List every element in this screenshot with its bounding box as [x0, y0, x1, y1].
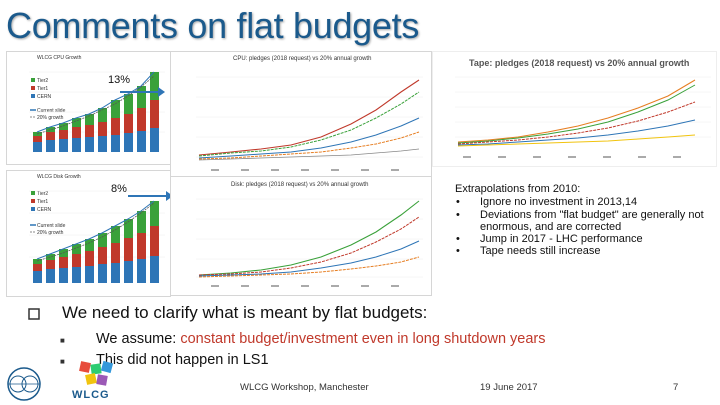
- cpu-growth-title: WLCG CPU Growth: [37, 55, 82, 61]
- disk-pledges-title: Disk: pledges (2018 request) vs 20% annu…: [231, 182, 369, 188]
- page-number: 7: [673, 382, 679, 393]
- bullet-icon: •: [456, 233, 460, 246]
- disk-growth-chart: WLCG Disk Growth Tier2 Tier1 CERN Curren…: [6, 170, 171, 297]
- notes-heading: Extrapolations from 2010:: [455, 183, 581, 195]
- bullet-icon: •: [456, 245, 460, 258]
- note-item: • Jump in 2017 - LHC performance: [456, 233, 643, 246]
- cpu-pledges-title: CPU: pledges (2018 request) vs 20% annua…: [233, 56, 372, 62]
- bullet-icon: •: [456, 196, 460, 209]
- bullet-icon: •: [456, 208, 460, 221]
- cpu-growth-chart: WLCG CPU Growth Tier2 Tier1 CERN Current…: [6, 51, 171, 165]
- disk-pledges-chart: Disk: pledges (2018 request) vs 20% annu…: [170, 176, 432, 296]
- cpu-growth-plot: [29, 71, 165, 152]
- legend-tier2: Tier2: [37, 191, 49, 197]
- legend-growth: 20% growth: [37, 115, 64, 121]
- wlcg-logo-text: WLCG: [72, 389, 110, 401]
- cpu-growth-annotation: 13%: [108, 74, 131, 86]
- highlighted-text: constant budget/investment even in long …: [180, 331, 546, 347]
- note-item: • Deviations from "flat budget" are gener…: [456, 208, 704, 233]
- legend-current: Current slide: [37, 223, 66, 229]
- tape-pledges-title: Tape: pledges (2018 request) vs 20% annu…: [469, 58, 690, 68]
- legend-cern: CERN: [37, 94, 52, 100]
- hollow-square-bullet-icon: [28, 308, 40, 320]
- cpu-pledges-plot: [196, 76, 423, 171]
- disk-bars: [33, 201, 159, 283]
- cpu-bars: [33, 72, 159, 152]
- footer-event: WLCG Workshop, Manchester: [240, 382, 369, 393]
- cern-logo-icon: [7, 367, 41, 401]
- sub-bullet-ls1: This did not happen in LS1: [96, 352, 269, 368]
- legend-tier2: Tier2: [37, 78, 49, 84]
- disk-arrow-icon: [128, 191, 173, 201]
- wlcg-puzzle-logo-icon: [79, 360, 114, 386]
- sub-bullet-assumption: We assume: constant budget/investment ev…: [96, 331, 546, 347]
- extrapolation-notes: Extrapolations from 2010: • Ignore no inv…: [455, 183, 715, 258]
- cpu-pledges-chart: CPU: pledges (2018 request) vs 20% annua…: [170, 51, 432, 180]
- footer-date: 19 June 2017: [480, 382, 538, 393]
- disk-growth-plot: [29, 190, 165, 283]
- disk-pledges-plot: [196, 198, 423, 287]
- note-item: • Ignore no investment in 2013,14: [456, 196, 638, 209]
- legend-cern: CERN: [37, 207, 52, 213]
- disk-growth-title: WLCG Disk Growth: [37, 174, 81, 180]
- tape-pledges-plot: [455, 76, 711, 158]
- legend-growth: 20% growth: [37, 230, 64, 236]
- square-bullet-icon: ■: [60, 336, 65, 345]
- legend-tier1: Tier1: [37, 86, 49, 92]
- square-bullet-icon: ■: [60, 357, 65, 366]
- main-bullet-text: We need to clarify what is meant by flat…: [62, 303, 428, 322]
- cpu-arrow-icon: [120, 87, 165, 97]
- legend-current: Current slide: [37, 108, 66, 114]
- legend-tier1: Tier1: [37, 199, 49, 205]
- tape-pledges-chart: Tape: pledges (2018 request) vs 20% annu…: [432, 51, 717, 167]
- disk-growth-annotation: 8%: [111, 183, 127, 195]
- note-item: • Tape needs still increase: [456, 245, 601, 258]
- slide-title: Comments on flat budgets: [6, 5, 420, 46]
